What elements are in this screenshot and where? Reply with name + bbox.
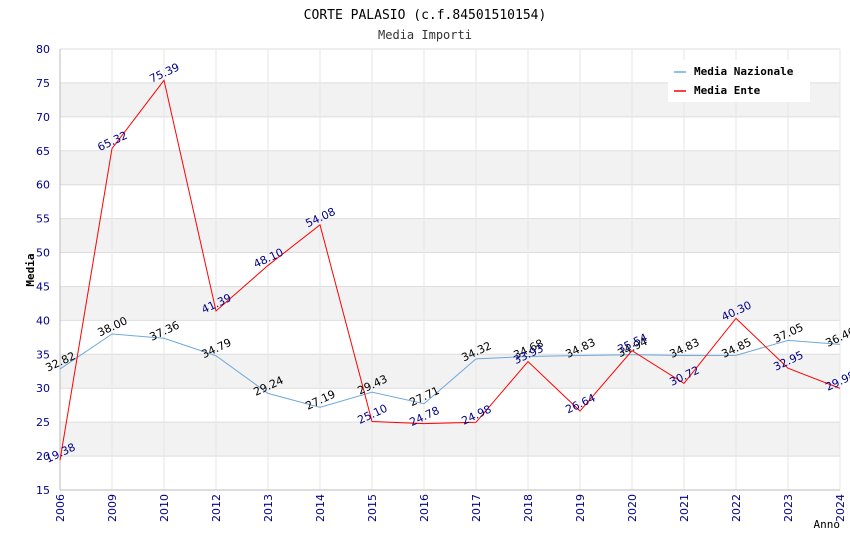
y-tick-label: 75 <box>36 77 50 90</box>
series-line-media-nazionale <box>59 333 841 408</box>
y-tick-label: 50 <box>36 247 50 260</box>
grid-band <box>60 218 840 253</box>
x-tick-label: 2022 <box>730 494 743 522</box>
y-tick-label: 70 <box>36 111 50 124</box>
y-tick-label: 30 <box>36 382 50 395</box>
y-tick-label: 60 <box>36 179 50 192</box>
x-tick-label: 2021 <box>678 494 691 522</box>
x-tick-label: 2020 <box>626 494 639 522</box>
series-line-media-ente <box>59 79 841 461</box>
y-axis-ticks: 15 20 25 30 35 40 45 50 55 60 65 70 75 80 <box>36 43 50 497</box>
y-tick-label: 55 <box>36 213 50 226</box>
grid-band <box>60 286 840 321</box>
chart-subtitle: Media Importi <box>378 28 472 42</box>
y-tick-label: 15 <box>36 484 50 497</box>
y-tick-label: 80 <box>36 43 50 56</box>
data-label: 27.19 <box>303 388 337 413</box>
y-tick-label: 25 <box>36 416 50 429</box>
x-tick-label: 2015 <box>366 494 379 522</box>
data-label: 26.64 <box>563 391 597 416</box>
grid-band <box>60 150 840 185</box>
y-axis-label: Media <box>24 253 37 286</box>
x-tick-label: 2017 <box>470 494 483 522</box>
x-tick-label: 2013 <box>262 494 275 522</box>
legend-label: Media Ente <box>694 84 761 97</box>
y-tick-label: 20 <box>36 450 50 463</box>
x-tick-label: 2018 <box>522 494 535 522</box>
x-axis-ticks: 2006 2009 2010 2012 2013 2014 2015 2016 2017 2018… <box>54 494 847 522</box>
y-tick-label: 40 <box>36 314 50 327</box>
data-label: 37.36 <box>147 319 181 344</box>
x-tick-label: 2012 <box>210 494 223 522</box>
x-axis-label: Anno <box>814 518 841 531</box>
legend: Media Nazionale Media Ente <box>668 60 810 102</box>
y-tick-label: 45 <box>36 280 50 293</box>
legend-label: Media Nazionale <box>694 65 794 78</box>
x-tick-label: 2006 <box>54 494 67 522</box>
data-label: 37.05 <box>771 321 805 346</box>
data-label: 36.46 <box>823 325 850 350</box>
x-tick-label: 2009 <box>106 494 119 522</box>
y-tick-label: 35 <box>36 348 50 361</box>
grid-lines <box>59 48 841 491</box>
series-group <box>59 79 841 461</box>
y-tick-label: 65 <box>36 145 50 158</box>
x-tick-label: 2010 <box>158 494 171 522</box>
x-tick-label: 2016 <box>418 494 431 522</box>
data-label: 65.32 <box>95 129 129 154</box>
x-tick-label: 2023 <box>782 494 795 522</box>
legend-box <box>668 60 810 102</box>
x-tick-label: 2019 <box>574 494 587 522</box>
grid-band <box>60 422 840 457</box>
x-tick-label: 2014 <box>314 494 327 522</box>
x-tick-label: 2024 <box>834 494 847 522</box>
grid-band <box>60 354 840 389</box>
chart-title: CORTE PALASIO (c.f.84501510154) <box>304 8 547 23</box>
